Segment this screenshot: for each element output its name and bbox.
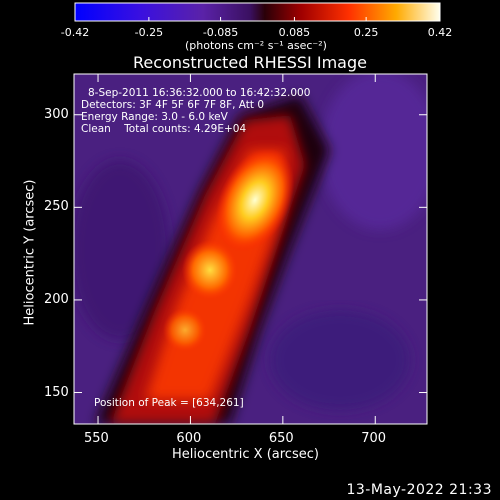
- background-purple-patch: [270, 310, 410, 410]
- background-purple-patch: [320, 74, 427, 230]
- colorbar-units-label: (photons cm⁻² s⁻¹ asec⁻²): [185, 39, 327, 52]
- detectors-annotation: Detectors: 3F 4F 5F 6F 7F 8F, Att 0: [81, 99, 265, 111]
- y-tick-label: 300: [44, 106, 69, 122]
- colorbar: [74, 2, 441, 22]
- y-tick-label: 250: [44, 199, 69, 215]
- colorbar-tick-label: 0.085: [278, 26, 311, 39]
- colorbar-tick-label: 0.42: [427, 26, 453, 39]
- peak-position-annotation: Position of Peak = [634,261]: [94, 397, 244, 409]
- emission-hotspot-primary: [215, 148, 295, 252]
- x-tick-label: 550: [84, 431, 109, 446]
- y-tick-label: 200: [44, 291, 69, 307]
- method-counts-annotation: Clean Total counts: 4.29E+04: [81, 123, 247, 135]
- plot-frame: [73, 73, 428, 425]
- colorbar-tick-label: -0.25: [134, 26, 164, 39]
- x-tick-label: 650: [268, 431, 294, 446]
- time-range-annotation: 8-Sep-2011 16:36:32.000 to 16:42:32.000: [88, 87, 311, 99]
- colorbar-tick-label: -0.42: [60, 26, 90, 39]
- x-tick-label: 600: [176, 431, 202, 446]
- colorbar-tick-label: -0.085: [202, 26, 239, 39]
- x-tick-label: 700: [361, 431, 387, 446]
- background-purple-patch: [74, 160, 170, 340]
- footer-timestamp: 13-May-2022 21:33: [346, 482, 492, 498]
- y-tick-label: 150: [44, 384, 69, 400]
- x-axis-label: Heliocentric X (arcsec): [172, 447, 319, 462]
- emission-hotspot-minor: [163, 308, 207, 352]
- colorbar-gradient: [74, 2, 441, 22]
- energy-range-annotation: Energy Range: 3.0 - 6.0 keV: [81, 111, 228, 123]
- chart-title: Reconstructed RHESSI Image: [133, 53, 367, 72]
- y-axis-label: Heliocentric Y (arcsec): [22, 179, 38, 326]
- emission-hotspot-secondary: [182, 240, 238, 300]
- colorbar-tick-label: 0.25: [353, 26, 379, 39]
